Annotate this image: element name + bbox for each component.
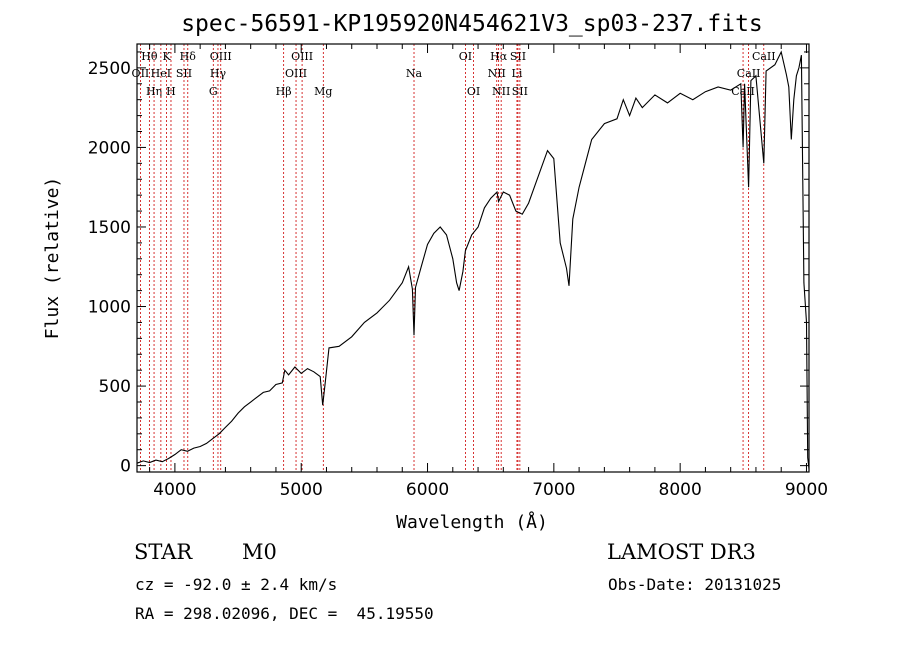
y-tick-label: 2500 — [88, 59, 131, 79]
spectral-line-label: HeI — [151, 67, 171, 80]
y-tick-label: 2000 — [88, 138, 131, 158]
object-class: STAR — [134, 540, 193, 564]
spectral-line-label: Li — [512, 67, 523, 80]
observation-date: Obs-Date: 20131025 — [608, 575, 782, 594]
redshift-velocity: cz = -92.0 ± 2.4 km/s — [135, 575, 338, 594]
spectral-line-label: SII — [176, 67, 192, 80]
spectral-line-label: OIII — [291, 50, 313, 63]
x-tick-label: 4000 — [153, 480, 196, 500]
y-tick-label: 1500 — [88, 218, 131, 238]
spectral-line-label: OII — [132, 67, 150, 80]
x-tick-label: 7000 — [532, 480, 575, 500]
spectral-line-label: CaII — [737, 67, 761, 80]
spectral-line-label: CaII — [752, 50, 776, 63]
y-tick-label: 0 — [120, 457, 131, 477]
axis-ticks-layer: 4000 5000 6000 7000 8000 9000 0 500 1000 1500 2000… — [88, 44, 828, 500]
spectral-line-label: Hη — [146, 85, 162, 98]
y-axis-label: Flux (relative) — [42, 177, 63, 340]
x-tick-label: 5000 — [280, 480, 323, 500]
coordinates: RA = 298.02096, DEC = 45.19550 — [135, 604, 434, 623]
spectral-line-label: Hγ — [210, 67, 227, 80]
x-tick-label: 6000 — [406, 480, 449, 500]
spectrum-line — [136, 50, 810, 469]
spectral-line-label: Hβ — [276, 85, 292, 98]
plot-frame — [136, 43, 810, 473]
spectral-line-label: SII — [510, 50, 526, 63]
spectral-line-label: OIII — [210, 50, 232, 63]
x-tick-label: 9000 — [785, 480, 828, 500]
spectral-line-label: Mg — [314, 85, 332, 98]
object-subclass: M0 — [242, 540, 277, 564]
x-tick-label: 8000 — [659, 480, 702, 500]
spectral-line-label: Hδ — [180, 50, 197, 63]
spectral-line-label: OI — [467, 85, 480, 98]
spectral-line-label: G — [209, 85, 218, 98]
spectral-line-label: Hα — [490, 50, 508, 63]
spectral-lines-layer: OIIHθHηHeIKHSIIHδGHγOIIIHβOIIIOIIIMgNaOI… — [132, 44, 776, 472]
spectral-line-label: Hθ — [141, 50, 158, 63]
spectral-line-label: K — [162, 50, 171, 63]
spectral-line-label: Na — [406, 67, 423, 80]
spectral-line-label: NII — [492, 85, 510, 98]
chart-title: spec-56591-KP195920N454621V3_sp03-237.fi… — [181, 11, 763, 37]
spectral-line-label: SII — [512, 85, 528, 98]
spectral-line-label: OIII — [285, 67, 307, 80]
spectral-line-label: NII — [488, 67, 506, 80]
y-tick-label: 1000 — [88, 298, 131, 318]
spectral-line-label: OI — [459, 50, 472, 63]
survey-name: LAMOST DR3 — [607, 540, 756, 564]
x-axis-label: Wavelength (Å) — [396, 511, 548, 533]
y-tick-label: 500 — [99, 377, 131, 397]
spectral-line-label: H — [166, 85, 176, 98]
